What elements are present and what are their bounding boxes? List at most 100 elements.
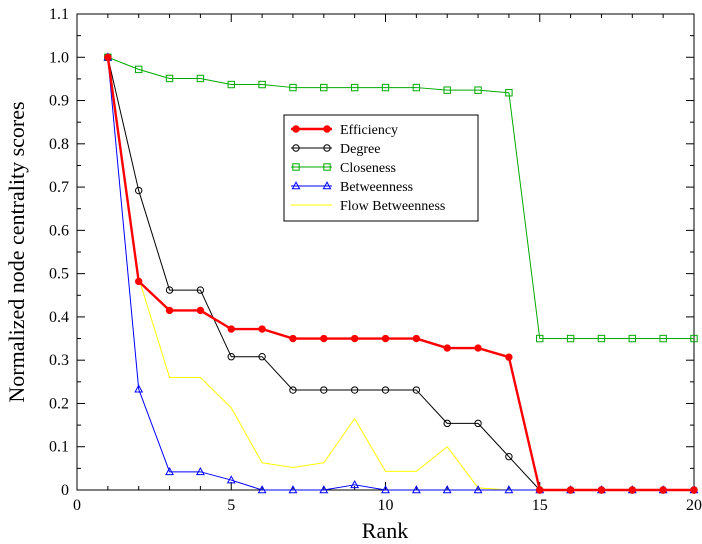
legend-efficiency-point bbox=[292, 125, 300, 133]
efficiency-point bbox=[659, 486, 667, 494]
y-axis-title: Normalized node centrality scores bbox=[4, 101, 29, 402]
y-tick-label: 1.0 bbox=[49, 49, 69, 66]
closeness-point bbox=[135, 65, 143, 74]
closeness-point bbox=[196, 74, 205, 83]
degree-point bbox=[320, 386, 328, 394]
legend-closeness-point bbox=[292, 163, 300, 171]
degree-point bbox=[135, 186, 143, 195]
closeness-point bbox=[474, 86, 482, 94]
degree-point bbox=[381, 386, 390, 394]
closeness-series bbox=[104, 53, 698, 343]
closeness-point bbox=[289, 83, 297, 92]
closeness-point bbox=[443, 86, 451, 94]
y-tick-label: 0.8 bbox=[49, 136, 69, 153]
legend-box bbox=[283, 114, 479, 222]
efficiency-point bbox=[135, 277, 143, 286]
x-axis-title: Rank bbox=[362, 518, 408, 543]
efficiency-point bbox=[227, 325, 235, 333]
x-tick-label: 0 bbox=[73, 497, 81, 514]
closeness-point bbox=[165, 74, 174, 83]
betweenness-point bbox=[319, 485, 329, 494]
y-tick-label: 0.1 bbox=[49, 439, 69, 456]
legend-label-efficiency: Efficiency bbox=[340, 123, 398, 138]
closeness-point bbox=[258, 80, 266, 89]
betweenness-point bbox=[411, 485, 421, 494]
degree-point bbox=[443, 419, 451, 428]
legend-label-flow-betweenness: Flow Betweenness bbox=[340, 199, 445, 214]
efficiency-point bbox=[443, 344, 451, 352]
y-tick-label: 0.9 bbox=[49, 93, 69, 110]
closeness-point bbox=[320, 83, 328, 92]
y-tick-label: 0.2 bbox=[49, 395, 69, 412]
efficiency-point bbox=[104, 53, 112, 61]
closeness-point bbox=[536, 334, 544, 343]
betweenness-point bbox=[165, 466, 174, 476]
efficiency-point bbox=[474, 344, 482, 352]
closeness-point bbox=[350, 83, 359, 92]
y-tick-label: 0.4 bbox=[49, 309, 69, 326]
efficiency-point bbox=[566, 486, 575, 494]
efficiency-point bbox=[628, 486, 636, 494]
legend-degree-point bbox=[292, 144, 300, 152]
x-tick-label: 20 bbox=[686, 497, 702, 514]
series-layer bbox=[103, 52, 699, 494]
efficiency-point bbox=[165, 306, 174, 315]
efficiency-point bbox=[350, 334, 359, 343]
efficiency-point bbox=[505, 353, 513, 361]
efficiency-point bbox=[258, 325, 266, 333]
closeness-point bbox=[597, 334, 606, 343]
degree-point bbox=[474, 419, 482, 428]
y-tick-label: 0 bbox=[61, 482, 69, 499]
y-tick-label: 0.7 bbox=[49, 179, 69, 196]
y-tick-label: 1.1 bbox=[49, 6, 69, 23]
degree-point bbox=[289, 386, 297, 394]
degree-point bbox=[350, 386, 359, 394]
legend-betweenness-point bbox=[322, 181, 332, 190]
legend-label-closeness: Closeness bbox=[340, 161, 396, 176]
betweenness-point bbox=[257, 485, 267, 494]
closeness-point bbox=[381, 83, 390, 92]
efficiency-point bbox=[381, 334, 390, 343]
betweenness-point bbox=[442, 485, 452, 494]
efficiency-point bbox=[597, 486, 606, 494]
legend: Efficiency Degree Closeness Betweenness Flow… bbox=[283, 114, 479, 222]
legend-closeness-point bbox=[323, 163, 331, 171]
closeness-line bbox=[107, 56, 694, 340]
degree-point bbox=[505, 452, 513, 461]
closeness-point bbox=[690, 334, 698, 343]
efficiency-line bbox=[106, 57, 694, 492]
legend-label-degree: Degree bbox=[340, 142, 380, 157]
betweenness-point bbox=[473, 485, 483, 494]
closeness-point bbox=[628, 334, 636, 343]
x-tick-label: 10 bbox=[378, 497, 394, 514]
betweenness-point bbox=[226, 475, 236, 484]
efficiency-series bbox=[104, 53, 698, 494]
axis-ticks: 0 5 10 15 20 0 0.1 0.2 0.3 0.4 0.5 0.6 0.7 0.8 0.9 1.0 1… bbox=[49, 6, 702, 514]
betweenness-point bbox=[350, 479, 360, 489]
efficiency-point bbox=[320, 334, 328, 343]
degree-point bbox=[165, 286, 174, 294]
efficiency-point bbox=[690, 486, 698, 494]
closeness-point bbox=[566, 334, 575, 343]
legend-label-betweenness: Betweenness bbox=[340, 180, 413, 195]
closeness-point bbox=[659, 334, 667, 343]
betweenness-point bbox=[381, 485, 390, 494]
y-tick-label: 0.3 bbox=[49, 352, 69, 369]
degree-point bbox=[412, 386, 421, 394]
efficiency-point bbox=[289, 334, 297, 343]
x-tick-label: 5 bbox=[227, 497, 235, 514]
efficiency-point bbox=[412, 334, 421, 343]
x-tick-label: 15 bbox=[532, 497, 548, 514]
legend-degree-point bbox=[323, 144, 331, 152]
betweenness-point bbox=[288, 485, 298, 494]
plot-frame bbox=[76, 13, 695, 491]
degree-point bbox=[227, 353, 235, 361]
y-tick-label: 0.5 bbox=[49, 266, 69, 283]
legend-efficiency-point bbox=[323, 125, 331, 133]
degree-point bbox=[196, 286, 205, 294]
y-tick-label: 0.6 bbox=[49, 222, 69, 239]
closeness-point bbox=[505, 89, 513, 97]
betweenness-point bbox=[504, 485, 514, 494]
degree-point bbox=[258, 353, 266, 361]
